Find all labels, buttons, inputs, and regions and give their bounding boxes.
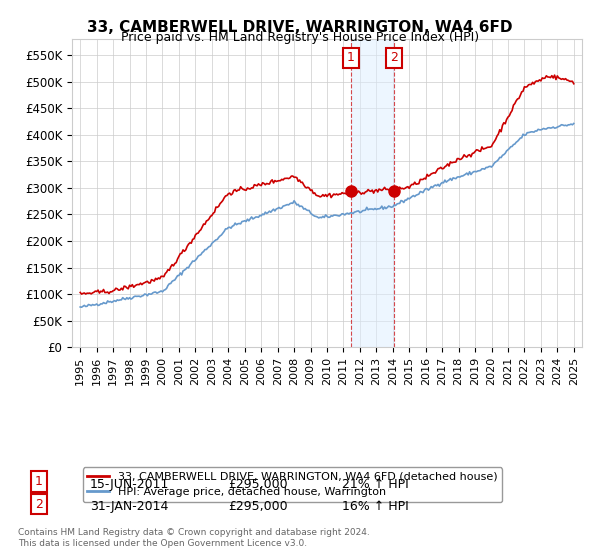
Text: 21% ↑ HPI: 21% ↑ HPI (342, 478, 409, 491)
Legend: 33, CAMBERWELL DRIVE, WARRINGTON, WA4 6FD (detached house), HPI: Average price, : 33, CAMBERWELL DRIVE, WARRINGTON, WA4 6F… (83, 468, 502, 502)
Text: 2: 2 (390, 52, 398, 64)
Text: 1: 1 (35, 475, 43, 488)
Text: £295,000: £295,000 (228, 500, 287, 514)
Bar (351, 39, 394, 347)
Text: 31-JAN-2014: 31-JAN-2014 (90, 500, 169, 514)
Text: £295,000: £295,000 (228, 478, 287, 491)
Text: 1: 1 (347, 52, 355, 64)
Text: Contains HM Land Registry data © Crown copyright and database right 2024.
This d: Contains HM Land Registry data © Crown c… (18, 528, 370, 548)
Text: 16% ↑ HPI: 16% ↑ HPI (342, 500, 409, 514)
Text: Price paid vs. HM Land Registry's House Price Index (HPI): Price paid vs. HM Land Registry's House … (121, 31, 479, 44)
Text: 2: 2 (35, 497, 43, 511)
Text: 15-JUN-2011: 15-JUN-2011 (90, 478, 169, 491)
Text: 33, CAMBERWELL DRIVE, WARRINGTON, WA4 6FD: 33, CAMBERWELL DRIVE, WARRINGTON, WA4 6F… (87, 20, 513, 35)
